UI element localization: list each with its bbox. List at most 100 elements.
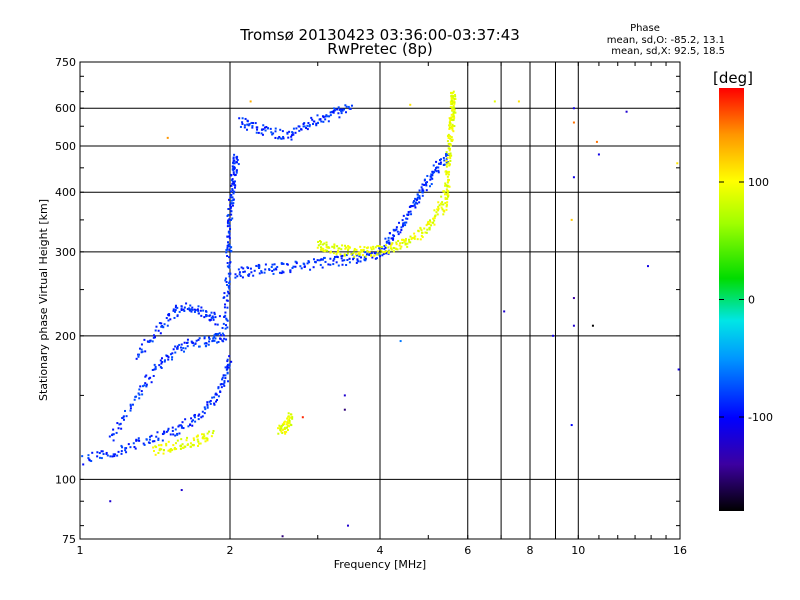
data-point [200, 314, 203, 317]
data-point [186, 308, 189, 311]
data-point [445, 154, 448, 157]
data-point [189, 304, 192, 307]
data-point [116, 454, 119, 457]
data-point [273, 268, 276, 271]
data-point [217, 340, 220, 343]
data-point [222, 383, 225, 386]
data-point [226, 283, 229, 286]
data-point [188, 309, 191, 312]
data-point [269, 127, 272, 130]
data-point [300, 128, 303, 131]
data-point [260, 271, 263, 274]
data-point [279, 429, 282, 432]
data-point [319, 243, 322, 246]
data-point [229, 207, 232, 210]
data-point [328, 115, 331, 118]
data-point [200, 306, 203, 309]
data-point [298, 129, 301, 132]
data-point [171, 356, 174, 359]
data-point [219, 390, 222, 393]
data-point [272, 272, 275, 275]
data-point [246, 120, 249, 123]
data-point [98, 452, 101, 455]
data-point [241, 122, 244, 125]
data-point [379, 252, 382, 255]
data-point [444, 196, 447, 199]
data-point [355, 254, 358, 257]
data-point [286, 421, 289, 424]
data-point [174, 428, 177, 431]
data-point [366, 253, 369, 256]
data-point [154, 365, 157, 368]
data-point [255, 131, 258, 134]
data-point [173, 446, 176, 449]
data-point [203, 337, 206, 340]
data-point [208, 337, 211, 340]
data-point [178, 343, 181, 346]
data-point [234, 173, 237, 176]
data-point [112, 439, 115, 442]
data-point [338, 108, 341, 111]
data-point [247, 274, 250, 277]
data-point [378, 247, 381, 250]
data-point [219, 337, 222, 340]
data-point [432, 217, 435, 220]
data-point [226, 235, 229, 238]
data-point [364, 259, 367, 262]
data-point [190, 310, 193, 313]
data-point [224, 374, 227, 377]
data-point [105, 451, 108, 454]
data-point [235, 171, 238, 174]
data-point [231, 165, 234, 168]
data-point [316, 114, 319, 117]
data-point [448, 126, 451, 129]
data-point [380, 246, 383, 249]
data-point [421, 191, 424, 194]
data-point [409, 241, 412, 244]
data-point [406, 217, 409, 220]
x-tick-label: 4 [377, 544, 384, 557]
data-point [451, 125, 454, 128]
data-point [289, 271, 292, 274]
data-point [289, 416, 292, 419]
data-point [300, 267, 303, 270]
data-point [167, 319, 170, 322]
data-point [230, 249, 233, 252]
data-point [326, 249, 329, 252]
data-point [158, 449, 161, 452]
data-point [286, 132, 289, 135]
data-point [406, 245, 409, 248]
x-tick-label: 16 [673, 544, 687, 557]
colorbar-tick-label: 0 [748, 294, 755, 307]
data-point [230, 360, 233, 363]
data-point [184, 347, 187, 350]
data-point [225, 281, 228, 284]
data-point [152, 374, 155, 377]
colorbar-tick-label: 100 [748, 176, 769, 189]
data-point [442, 203, 445, 206]
data-point [404, 242, 407, 245]
data-point [437, 201, 440, 204]
data-point [185, 342, 188, 345]
data-point [445, 188, 448, 191]
data-point [394, 229, 397, 232]
data-point [413, 232, 416, 235]
data-point [364, 257, 367, 260]
data-point [350, 253, 353, 256]
data-point [226, 290, 229, 293]
data-point [212, 429, 215, 432]
data-point [396, 248, 399, 251]
data-point [255, 264, 258, 267]
data-point [192, 344, 195, 347]
data-point [445, 184, 448, 187]
data-point [160, 322, 163, 325]
data-point [163, 323, 166, 326]
data-point [404, 239, 407, 242]
data-point [295, 262, 298, 265]
data-point [120, 444, 123, 447]
data-point [429, 178, 432, 181]
data-point [343, 259, 346, 262]
data-point [416, 238, 419, 241]
data-point [429, 175, 432, 178]
data-point [112, 428, 115, 431]
